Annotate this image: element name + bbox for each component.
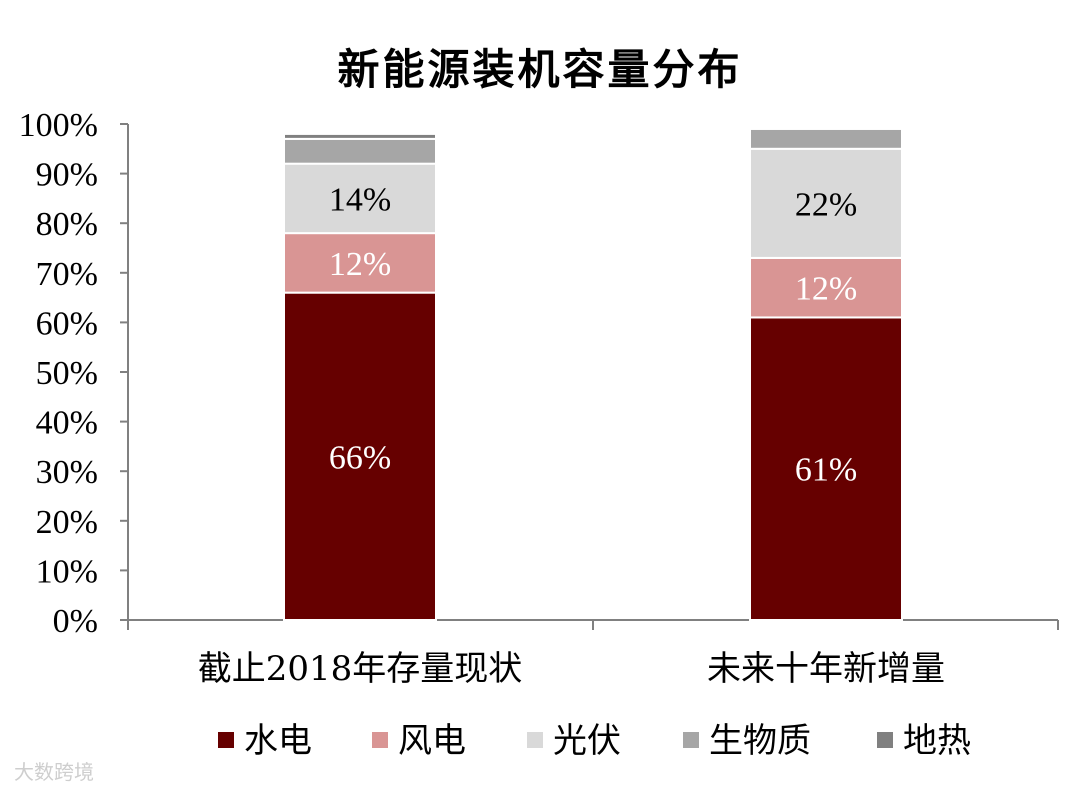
chart-data-labels: 66% 12% 14% 61% 12% 22% — [329, 181, 857, 488]
data-label: 66% — [329, 439, 391, 476]
x-category-label: 未来十年新增量 — [707, 649, 945, 689]
bar-segment — [283, 232, 437, 294]
watermark: 大数跨境 — [14, 760, 94, 784]
bar-segment — [283, 291, 437, 621]
data-label: 14% — [329, 181, 391, 218]
y-tick-label: 70% — [36, 256, 98, 293]
y-tick-label: 60% — [36, 305, 98, 342]
legend-swatch — [218, 732, 234, 748]
y-tick-label: 40% — [36, 405, 98, 442]
y-tick-label: 90% — [36, 157, 98, 194]
legend-swatch — [372, 732, 388, 748]
x-category-label: 截止2018年存量现状 — [198, 649, 523, 689]
y-tick-label: 100% — [19, 107, 98, 144]
legend-swatch — [683, 732, 699, 748]
y-tick-label: 30% — [36, 454, 98, 491]
bar-segment — [283, 137, 437, 165]
bar-segment — [283, 162, 437, 235]
chart-bars — [283, 127, 903, 621]
y-tick-label: 20% — [36, 504, 98, 541]
bar-segment — [749, 127, 903, 150]
bar-segment — [749, 147, 903, 259]
legend-label: 水电 — [244, 721, 312, 761]
y-tick-label: 50% — [36, 355, 98, 392]
data-label: 12% — [329, 246, 391, 283]
y-tick-label: 80% — [36, 206, 98, 243]
bar-segment — [283, 132, 437, 140]
chart-legend: 水电 风电 光伏 生物质 地热 — [218, 721, 971, 761]
chart-title: 新能源装机容量分布 — [337, 45, 743, 94]
legend-label: 地热 — [903, 721, 971, 761]
data-label: 22% — [795, 186, 857, 223]
legend-label: 光伏 — [553, 721, 621, 761]
y-tick-label: 0% — [53, 603, 98, 640]
bar-segment — [749, 256, 903, 319]
bar-segment — [749, 316, 903, 621]
legend-label: 风电 — [398, 721, 466, 761]
y-tick-label: 10% — [36, 553, 98, 590]
legend-label: 生物质 — [709, 721, 811, 761]
data-label: 12% — [795, 271, 857, 308]
chart-axes: 0% 10% 20% 30% 40% 50% 60% 70% 80% 90% 100% 截止2018年… — [19, 107, 1059, 689]
data-label: 61% — [795, 452, 857, 489]
legend-swatch — [877, 732, 893, 748]
legend-swatch — [527, 732, 543, 748]
